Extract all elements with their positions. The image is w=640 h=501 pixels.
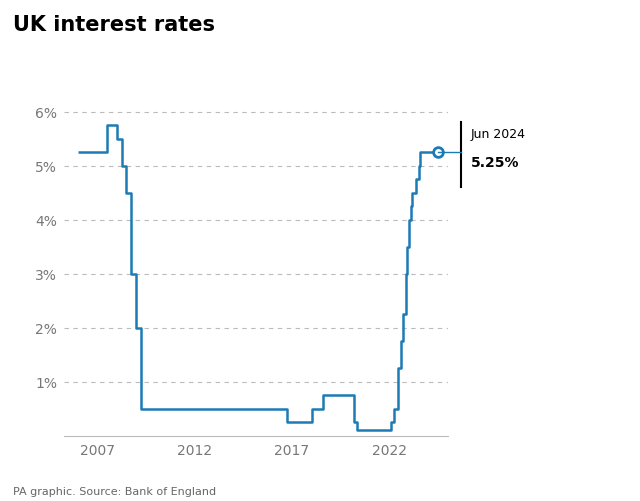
Text: 5.25%: 5.25% (470, 155, 519, 169)
Text: PA graphic. Source: Bank of England: PA graphic. Source: Bank of England (13, 486, 216, 496)
Text: UK interest rates: UK interest rates (13, 15, 215, 35)
Text: Jun 2024: Jun 2024 (470, 127, 525, 140)
